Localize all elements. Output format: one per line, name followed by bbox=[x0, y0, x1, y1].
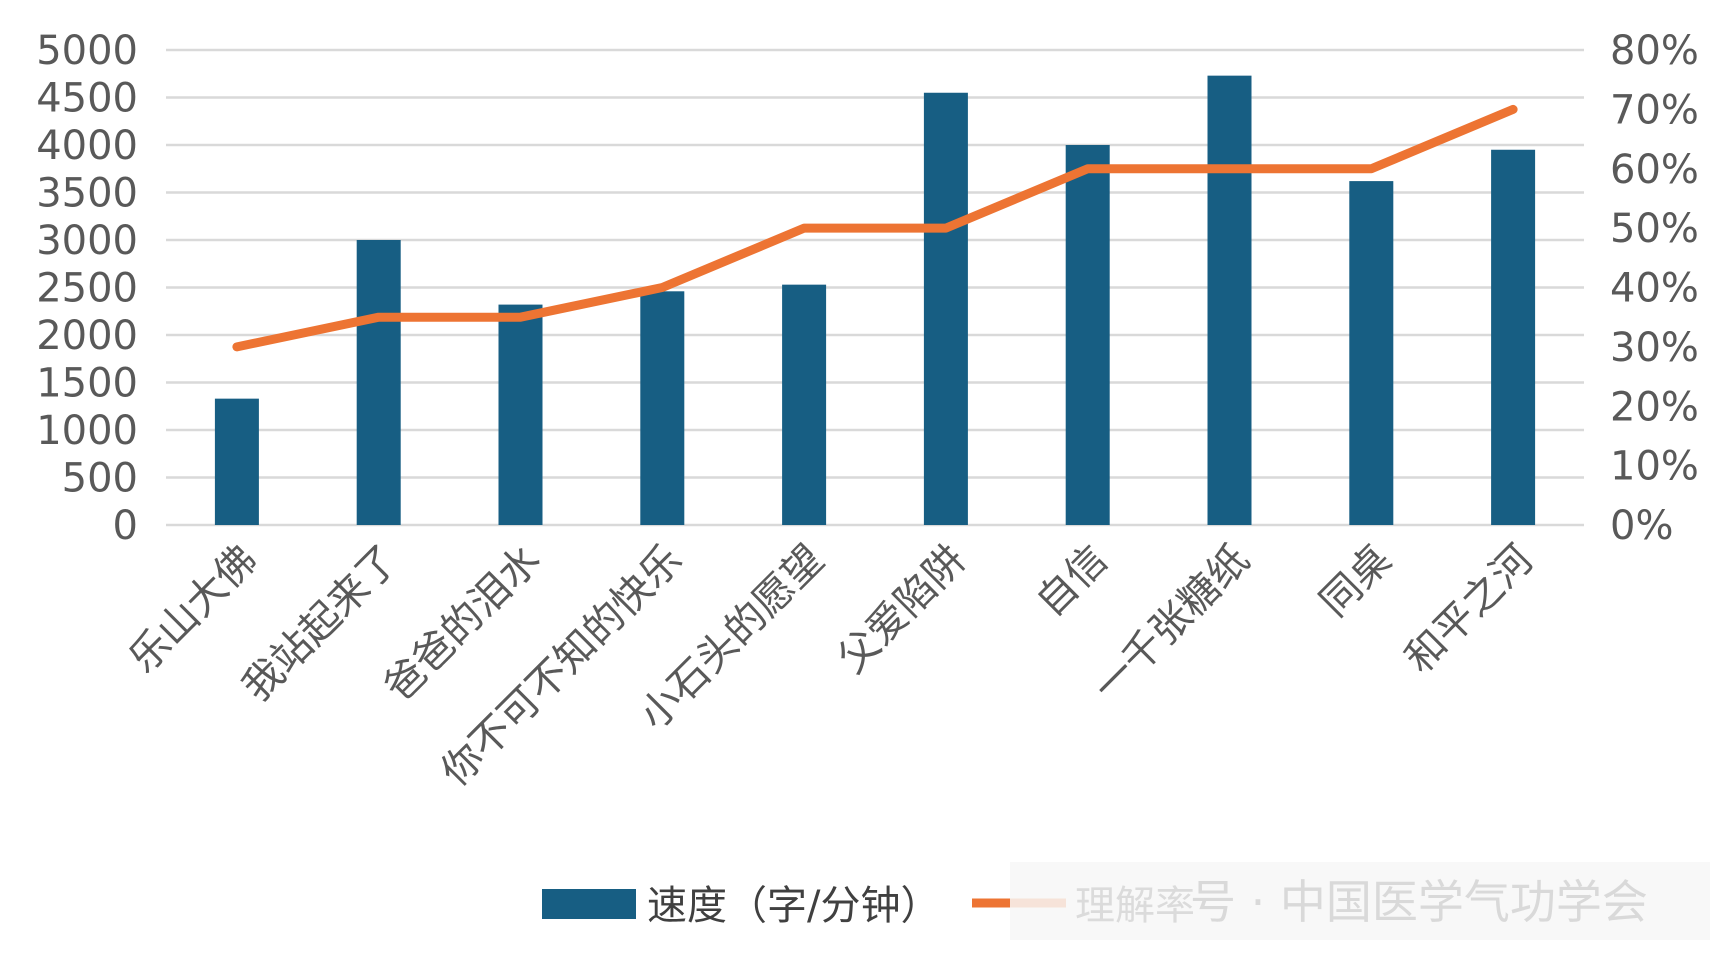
bar bbox=[640, 291, 685, 525]
category-label: 乐山大佛 bbox=[120, 537, 266, 683]
bar bbox=[356, 240, 401, 525]
bar bbox=[1491, 149, 1536, 525]
category-label: 你不可不知的快乐 bbox=[433, 537, 692, 796]
right-axis-tick-label: 20% bbox=[1610, 384, 1699, 430]
left-axis-tick-label: 4000 bbox=[36, 123, 138, 169]
bar bbox=[782, 284, 827, 525]
right-axis-tick-label: 50% bbox=[1610, 206, 1699, 252]
right-axis-tick-label: 80% bbox=[1610, 28, 1699, 74]
gridlines bbox=[166, 48, 1584, 527]
legend-label-bar: 速度（字/分钟） bbox=[647, 883, 940, 929]
legend-swatch-bar bbox=[542, 889, 636, 919]
bar bbox=[498, 304, 543, 525]
line-series bbox=[232, 104, 1518, 352]
left-axis-tick-label: 2500 bbox=[36, 266, 138, 312]
bar bbox=[1349, 181, 1394, 525]
bar bbox=[214, 398, 259, 525]
left-axis-tick-label: 500 bbox=[62, 456, 138, 502]
category-label: 一千张糖纸 bbox=[1085, 537, 1259, 711]
left-axis-tick-label: 0 bbox=[113, 503, 138, 549]
left-axis-tick-label: 1500 bbox=[36, 361, 138, 407]
right-axis-ticks: 0% 10% 20% 30% 40% 50% 60% 70% 80% bbox=[1610, 28, 1699, 549]
watermark-text: 号 · 中国医学气功学会 bbox=[1190, 875, 1648, 929]
right-axis-tick-label: 30% bbox=[1610, 325, 1699, 371]
bar bbox=[923, 92, 968, 525]
bar bbox=[1207, 75, 1252, 526]
category-label: 自信 bbox=[1028, 537, 1117, 626]
right-axis-tick-label: 70% bbox=[1610, 87, 1699, 133]
left-axis-tick-label: 1000 bbox=[36, 408, 138, 454]
left-axis-tick-label: 3500 bbox=[36, 171, 138, 217]
category-label: 同桌 bbox=[1311, 537, 1400, 626]
right-axis-tick-label: 60% bbox=[1610, 147, 1699, 193]
bar-series bbox=[214, 75, 1536, 526]
right-axis-tick-label: 40% bbox=[1610, 266, 1699, 312]
category-label: 和平之河 bbox=[1397, 537, 1543, 683]
watermark: 号 · 中国医学气功学会 bbox=[1010, 862, 1710, 940]
left-axis-tick-label: 5000 bbox=[36, 28, 138, 74]
bar bbox=[1065, 145, 1110, 525]
right-axis-tick-label: 10% bbox=[1610, 444, 1699, 490]
category-label: 父爱陷阱 bbox=[829, 537, 975, 683]
left-axis-tick-label: 3000 bbox=[36, 218, 138, 264]
category-axis-labels: 乐山大佛我站起来了爸爸的泪水你不可不知的快乐小石头的愿望父爱陷阱 自信一千张糖纸同… bbox=[120, 537, 1542, 796]
left-axis-tick-label: 2000 bbox=[36, 313, 138, 359]
right-axis-tick-label: 0% bbox=[1610, 503, 1673, 549]
line-series-path bbox=[232, 104, 1518, 352]
left-axis-tick-label: 4500 bbox=[36, 76, 138, 122]
